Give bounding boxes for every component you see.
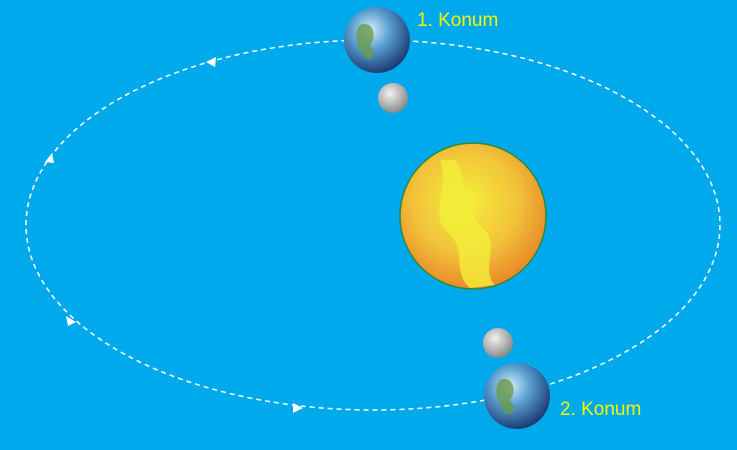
earth-1 (344, 7, 410, 73)
arrow (293, 403, 303, 413)
arrow (45, 153, 54, 163)
earth-2 (484, 363, 550, 429)
arrow (66, 316, 76, 326)
arrow (206, 57, 216, 67)
moon-1 (378, 83, 408, 113)
moon-2 (483, 328, 513, 358)
label: 2. Konum (560, 399, 641, 420)
sun-patch (439, 160, 495, 288)
label: 1. Konum (417, 10, 498, 31)
continent (356, 24, 374, 60)
continent (496, 379, 514, 415)
